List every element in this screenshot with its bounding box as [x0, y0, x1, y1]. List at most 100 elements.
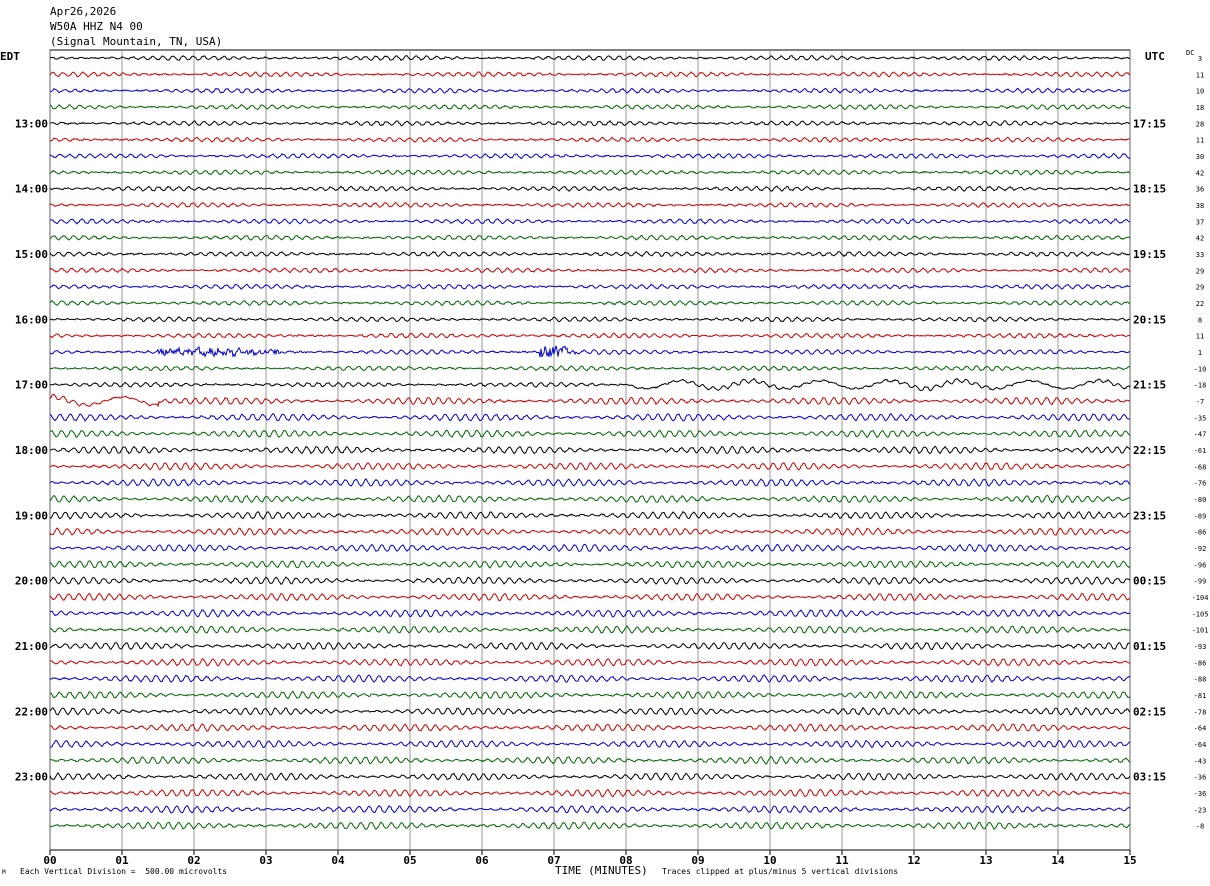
seismogram-trace	[49, 103, 1131, 111]
x-tick-label: 13	[979, 854, 992, 867]
seismogram-trace	[49, 625, 1131, 635]
dc-offset-label: -47	[1194, 431, 1207, 439]
dc-offset-label: -89	[1194, 512, 1207, 520]
dc-offset-label: -99	[1194, 578, 1207, 586]
x-tick-label: 01	[115, 854, 129, 867]
seismogram-trace	[49, 788, 1131, 798]
seismogram-trace	[49, 560, 1131, 569]
left-timezone-label: EDT	[0, 50, 20, 63]
seismogram-trace	[49, 267, 1131, 274]
dc-offset-label: 18	[1196, 104, 1204, 112]
dc-offset-label: 36	[1196, 186, 1204, 194]
dc-offset-label: -64	[1194, 741, 1207, 749]
clip-note: Traces clipped at plus/minus 5 vertical …	[662, 867, 899, 876]
left-hour-label: 14:00	[15, 183, 48, 196]
seismogram-trace	[49, 690, 1131, 700]
dc-offset-label: -86	[1194, 529, 1207, 537]
x-tick-label: 05	[403, 854, 416, 867]
dc-offset-label: -18	[1194, 382, 1207, 390]
seismogram-trace	[49, 706, 1131, 716]
seismogram-trace	[49, 218, 1131, 225]
dc-offset-label: 28	[1196, 120, 1204, 128]
seismogram-trace	[49, 332, 1131, 340]
seismogram-trace	[49, 608, 1131, 618]
seismogram-trace	[49, 169, 1131, 176]
seismogram-trace	[49, 365, 1131, 372]
left-hour-label: 22:00	[15, 705, 48, 718]
seismogram-trace	[49, 510, 1131, 520]
dc-offset-header: DC	[1186, 49, 1195, 57]
dc-offset-label: 38	[1196, 202, 1204, 210]
left-hour-label: 16:00	[15, 313, 48, 326]
dc-offset-label: -88	[1194, 676, 1207, 684]
seismogram-trace	[49, 393, 1131, 408]
seismogram-trace	[49, 527, 1131, 536]
seismogram-trace	[49, 54, 1131, 62]
seismogram-trace	[49, 185, 1131, 192]
x-tick-label: 04	[331, 854, 345, 867]
seismogram-trace	[49, 641, 1131, 651]
dc-offset-label: -35	[1194, 414, 1207, 422]
seismogram-trace	[49, 445, 1131, 455]
seismogram-trace	[49, 71, 1131, 78]
x-tick-label: 00	[43, 854, 56, 867]
right-hour-label: 19:15	[1133, 248, 1166, 261]
right-hour-label: 22:15	[1133, 444, 1166, 457]
seismogram-trace	[49, 413, 1131, 422]
seismogram-trace	[49, 234, 1131, 241]
x-tick-label: 09	[691, 854, 704, 867]
seismogram-trace	[49, 772, 1131, 781]
right-timezone-label: UTC	[1145, 50, 1165, 63]
seismogram-trace	[49, 755, 1131, 765]
left-hour-label: 18:00	[15, 444, 48, 457]
right-hour-label: 17:15	[1133, 117, 1166, 130]
left-hour-label: 17:00	[15, 379, 48, 392]
corner-mark: M	[2, 869, 6, 876]
seismogram-trace	[49, 299, 1131, 307]
dc-offset-label: -78	[1194, 708, 1207, 716]
seismogram-trace	[49, 592, 1131, 602]
dc-offset-label: -36	[1194, 790, 1207, 798]
dc-offset-label: 10	[1196, 88, 1204, 96]
x-tick-label: 08	[619, 854, 632, 867]
seismogram-trace	[49, 345, 1131, 358]
dc-offset-label: 11	[1196, 333, 1204, 341]
dc-offset-label: 37	[1196, 218, 1204, 226]
dc-offset-label: -76	[1194, 480, 1207, 488]
dc-offset-label: -43	[1194, 757, 1207, 765]
dc-offset-label: -104	[1192, 594, 1209, 602]
seismogram-trace	[49, 576, 1131, 586]
seismogram-trace	[49, 201, 1131, 209]
seismogram-trace	[49, 462, 1131, 471]
x-axis-title: TIME (MINUTES)	[555, 864, 648, 877]
left-hour-label: 20:00	[15, 575, 48, 588]
dc-offset-label: -93	[1194, 643, 1207, 651]
right-hour-label: 20:15	[1133, 313, 1166, 326]
seismogram-trace	[49, 821, 1131, 831]
dc-offset-label: -64	[1194, 725, 1207, 733]
dc-offset-label: -81	[1194, 692, 1207, 700]
x-tick-label: 14	[1051, 854, 1065, 867]
header-location: (Signal Mountain, TN, USA)	[50, 35, 223, 48]
seismogram-trace	[49, 377, 1131, 392]
dc-offset-label: -7	[1196, 398, 1204, 406]
dc-offset-label: -86	[1194, 659, 1207, 667]
dc-offset-label: 11	[1196, 137, 1204, 145]
seismogram-trace	[49, 739, 1131, 749]
seismogram-trace	[49, 429, 1131, 439]
seismogram-trace	[49, 494, 1131, 504]
dc-offset-label: -61	[1194, 447, 1207, 455]
dc-offset-label: -96	[1194, 561, 1207, 569]
x-tick-label: 15	[1123, 854, 1136, 867]
dc-offset-label: 29	[1196, 267, 1204, 275]
dc-offset-label: -10	[1194, 365, 1207, 373]
dc-offset-label: 30	[1196, 153, 1204, 161]
seismogram-trace	[49, 316, 1131, 323]
right-hour-label: 03:15	[1133, 771, 1166, 784]
header-station: W50A HHZ N4 00	[50, 20, 143, 33]
scale-note: Each Vertical Division = 500.00 microvol…	[20, 867, 228, 876]
dc-offset-label: -68	[1194, 463, 1207, 471]
right-hour-label: 02:15	[1133, 705, 1166, 718]
right-hour-label: 00:15	[1133, 575, 1166, 588]
right-hour-label: 21:15	[1133, 379, 1166, 392]
